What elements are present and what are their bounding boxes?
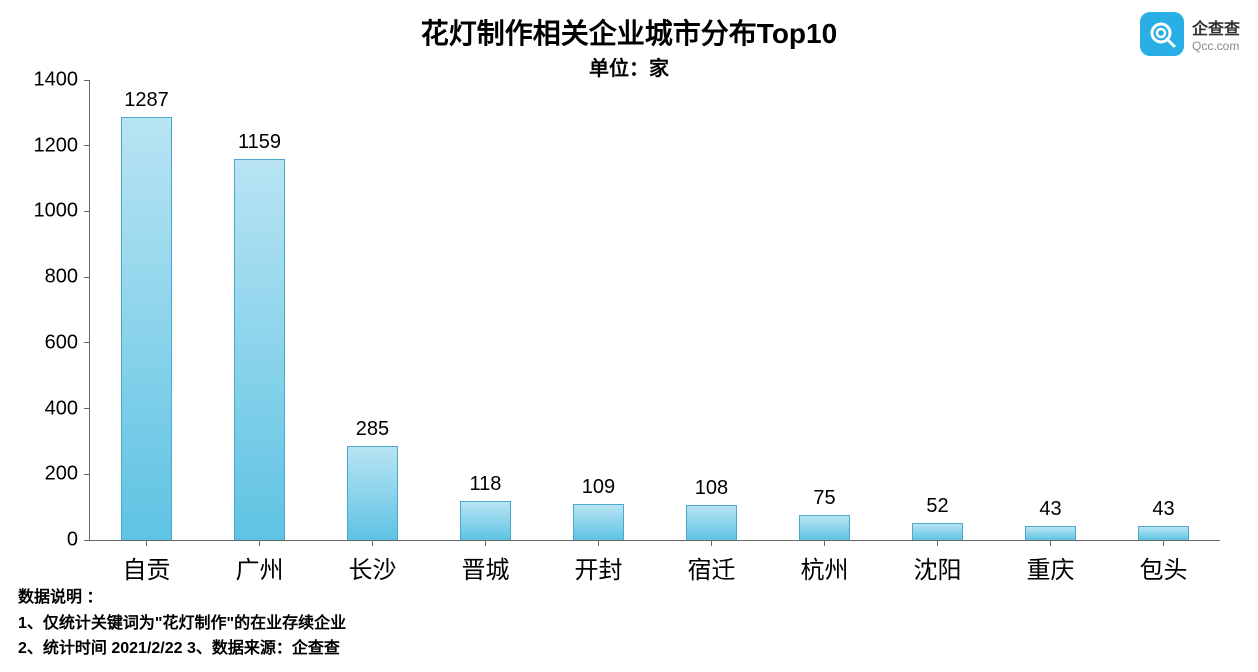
- y-tick: [84, 145, 90, 146]
- footer-heading: 数据说明 ：: [18, 585, 346, 611]
- x-tick: [711, 540, 712, 546]
- bar-value-label: 285: [356, 418, 389, 441]
- bar-value-label: 43: [1039, 498, 1061, 521]
- y-tick-label: 600: [45, 331, 78, 354]
- chart-subtitle: 单位：家: [0, 52, 1258, 81]
- y-tick: [84, 474, 90, 475]
- chart-container: 花灯制作相关企业城市分布Top10 单位：家 企查查 Qcc.com 02004…: [0, 0, 1258, 672]
- y-tick-label: 1200: [34, 134, 79, 157]
- bar: 43: [1138, 526, 1189, 540]
- y-tick: [84, 211, 90, 212]
- category-label: 杭州: [801, 550, 849, 585]
- y-tick-label: 1000: [34, 200, 79, 223]
- category-label: 重庆: [1027, 550, 1075, 585]
- y-tick: [84, 80, 90, 81]
- bar: 1287: [121, 117, 172, 540]
- bar-value-label: 43: [1152, 498, 1174, 521]
- plot-area: 02004006008001000120014001287自贡1159广州285…: [90, 80, 1220, 540]
- x-tick: [259, 540, 260, 546]
- bar: 109: [573, 504, 624, 540]
- footer-line-1: 1、仅统计关键词为"花灯制作"的在业存续企业: [18, 611, 346, 637]
- category-label: 宿迁: [688, 550, 736, 585]
- category-label: 沈阳: [914, 550, 962, 585]
- y-tick-label: 400: [45, 397, 78, 420]
- x-tick: [1163, 540, 1164, 546]
- bar-value-label: 108: [695, 477, 728, 500]
- y-tick: [84, 540, 90, 541]
- category-label: 广州: [236, 550, 284, 585]
- bar: 108: [686, 505, 737, 540]
- y-tick-label: 1400: [34, 69, 79, 92]
- x-tick: [824, 540, 825, 546]
- qcc-logo-icon: [1140, 12, 1184, 56]
- bar-value-label: 1287: [124, 89, 169, 112]
- y-tick-label: 200: [45, 463, 78, 486]
- category-label: 长沙: [349, 550, 397, 585]
- y-tick-label: 800: [45, 266, 78, 289]
- bar-value-label: 75: [813, 487, 835, 510]
- bar-value-label: 52: [926, 495, 948, 518]
- x-tick: [937, 540, 938, 546]
- category-label: 包头: [1140, 550, 1188, 585]
- y-tick: [84, 408, 90, 409]
- bar: 1159: [234, 159, 285, 540]
- bar-value-label: 109: [582, 476, 615, 499]
- bar: 52: [912, 523, 963, 540]
- y-axis-line: [89, 80, 90, 540]
- brand-name: 企查查: [1192, 15, 1240, 39]
- x-tick: [485, 540, 486, 546]
- y-tick: [84, 277, 90, 278]
- bar: 43: [1025, 526, 1076, 540]
- x-tick: [372, 540, 373, 546]
- bar-value-label: 118: [470, 473, 502, 496]
- x-tick: [1050, 540, 1051, 546]
- chart-title: 花灯制作相关企业城市分布Top10: [0, 12, 1258, 52]
- y-tick: [84, 342, 90, 343]
- category-label: 晋城: [462, 550, 510, 585]
- category-label: 自贡: [123, 550, 171, 585]
- bar: 75: [799, 515, 850, 540]
- footer-notes: 数据说明 ： 1、仅统计关键词为"花灯制作"的在业存续企业 2、统计时间 202…: [18, 585, 346, 662]
- bar: 285: [347, 446, 398, 540]
- brand-logo: 企查查 Qcc.com: [1140, 12, 1240, 56]
- brand-logo-text: 企查查 Qcc.com: [1192, 15, 1240, 53]
- x-tick: [598, 540, 599, 546]
- bar-value-label: 1159: [238, 131, 281, 154]
- footer-line-2: 2、统计时间 2021/2/22 3、数据来源：企查查: [18, 636, 346, 662]
- x-tick: [146, 540, 147, 546]
- y-tick-label: 0: [67, 529, 78, 552]
- category-label: 开封: [575, 550, 623, 585]
- brand-url: Qcc.com: [1192, 39, 1240, 53]
- bar: 118: [460, 501, 511, 540]
